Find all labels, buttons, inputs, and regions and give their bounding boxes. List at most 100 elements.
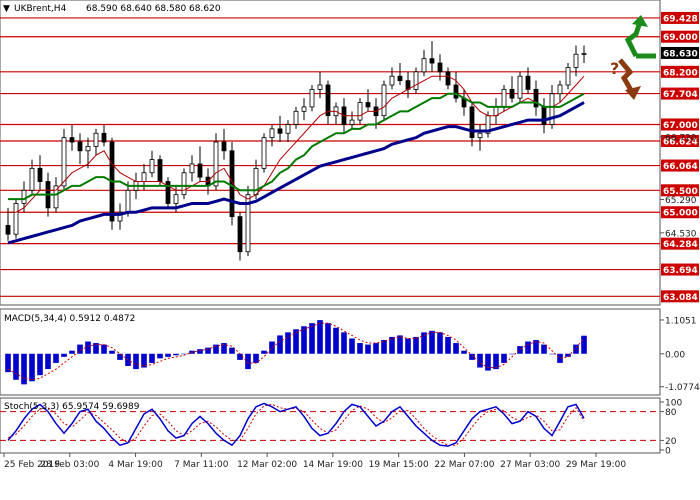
macd-bar <box>53 353 59 363</box>
macd-histogram <box>5 320 587 385</box>
candle-body <box>389 75 395 86</box>
level-tag-label: 63.084 <box>663 293 698 303</box>
macd-bar <box>261 350 267 354</box>
candle-body <box>445 71 451 86</box>
macd-bar <box>493 353 499 370</box>
macd-bar <box>157 353 163 359</box>
macd-bar <box>317 320 323 354</box>
macd-signal-path <box>7 322 585 381</box>
candle-body <box>117 211 123 222</box>
macd-bar <box>509 353 515 355</box>
candle-body <box>325 84 331 117</box>
candle-body <box>285 124 291 134</box>
symbol-icon-triangle: ▼ <box>3 4 10 14</box>
candle-body <box>365 102 371 108</box>
macd-bar <box>149 353 155 363</box>
level-tag-label: 63.694 <box>663 266 698 276</box>
macd-bar <box>413 336 419 354</box>
time-tick-label: 14 Mar 19:00 <box>303 460 363 470</box>
level-tag <box>661 290 699 303</box>
time-tick-label: 12 Mar 02:00 <box>237 460 297 470</box>
candle-body <box>453 84 459 99</box>
macd-bar <box>437 332 443 354</box>
price-panel: 69.428 69.000 68.200 67.704 67.000 66.624 66.0… <box>0 0 699 306</box>
macd-bar <box>245 353 251 370</box>
macd-bar <box>485 353 491 371</box>
macd-bar <box>37 353 43 376</box>
candle-body <box>189 163 195 174</box>
macd-bar <box>469 353 475 360</box>
candle-body <box>181 172 187 196</box>
candle-body <box>53 185 59 209</box>
stochastic-signal-line <box>7 403 585 446</box>
candle-body <box>261 137 267 169</box>
candle-body <box>13 203 19 235</box>
candle-body <box>397 75 403 81</box>
macd-bar <box>429 330 435 354</box>
candle-body <box>77 141 83 152</box>
candle-body <box>317 84 323 90</box>
candle-body <box>413 71 419 90</box>
candle-body <box>21 189 27 204</box>
ma-fast-line <box>8 75 585 213</box>
candle-body <box>101 132 107 143</box>
stochastic-tick-label: 0 <box>665 447 671 457</box>
time-tick-label: 25 Feb 2019 <box>4 460 60 470</box>
level-tag-label: 66.624 <box>663 137 698 147</box>
macd-bar <box>573 344 579 354</box>
level-tag <box>661 206 699 219</box>
candle-body <box>149 159 155 174</box>
macd-bar <box>213 344 219 354</box>
macd-bar <box>533 340 539 354</box>
stochastic-panel-frame <box>0 397 661 454</box>
macd-bar <box>109 350 115 354</box>
candle-body <box>557 84 563 95</box>
stochastic-levels <box>0 411 660 441</box>
level-tag-label: 64.284 <box>663 240 698 250</box>
macd-bar <box>221 343 227 354</box>
macd-bar <box>205 347 211 354</box>
macd-bar <box>69 350 75 354</box>
level-tag-label: 69.428 <box>663 14 698 24</box>
candle-body <box>277 128 283 134</box>
price-panel-frame <box>0 0 661 306</box>
candle-body <box>85 146 91 152</box>
macd-bar <box>301 326 307 354</box>
symbol-label: UKBrent,H4 <box>14 4 67 14</box>
candle-body <box>469 106 475 139</box>
candle-body <box>541 106 547 125</box>
macd-bar <box>101 344 107 354</box>
macd-tick-label: 0.00 <box>665 350 685 360</box>
macd-bar <box>445 336 451 354</box>
macd-bar <box>381 340 387 354</box>
macd-bar <box>85 341 91 354</box>
candle-body <box>301 106 307 112</box>
macd-bar <box>45 353 51 370</box>
candle-body <box>309 88 315 108</box>
candle-body <box>517 75 523 99</box>
candle-body <box>61 137 67 187</box>
candle-body <box>173 194 179 204</box>
moving-averages <box>7 75 585 245</box>
level-tag <box>661 184 699 197</box>
macd-bar <box>397 335 403 354</box>
price-axis: 69.428 69.000 68.200 67.704 67.000 66.624 66.0… <box>660 11 699 303</box>
candle-body <box>141 172 147 182</box>
macd-bar <box>293 329 299 354</box>
stochastic-main-line <box>7 402 585 447</box>
macd-bar <box>405 338 411 354</box>
macd-bar <box>181 353 187 355</box>
candle-body <box>5 225 11 235</box>
macd-bar <box>309 323 315 354</box>
level-tag <box>661 65 699 78</box>
macd-bar <box>61 353 67 357</box>
level-tag-label: 67.704 <box>663 90 698 100</box>
candle-body <box>237 216 243 253</box>
macd-bar <box>277 335 283 354</box>
forecast-down-arrow-icon <box>618 58 641 100</box>
macd-bar <box>501 353 507 363</box>
candle-body <box>269 128 275 139</box>
candle-body <box>245 194 251 253</box>
